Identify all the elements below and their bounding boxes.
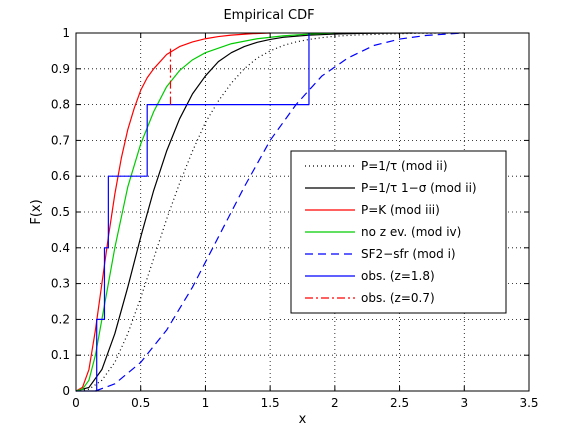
x-axis-label: x bbox=[299, 412, 307, 427]
legend-label-5: obs. (z=1.8) bbox=[361, 269, 435, 283]
series-line-1 bbox=[75, 32, 413, 392]
x-tick-label: 1 bbox=[202, 396, 210, 410]
legend-label-3: no z ev. (mod iv) bbox=[361, 225, 461, 239]
series-line-4 bbox=[95, 32, 465, 392]
ticks: 0 0.5 1 1.5 2 2.5 3 3.5 0 0.1 0.2 0.3 0.4 0.5 0.6 0.7 0.… bbox=[51, 26, 539, 410]
x-tick-label: 2 bbox=[331, 396, 339, 410]
x-tick-label: 3 bbox=[460, 396, 468, 410]
x-tick-label: 0 bbox=[72, 396, 80, 410]
series-line-3 bbox=[75, 32, 335, 392]
y-tick-label: 0.1 bbox=[51, 348, 70, 362]
legend-label-4: SF2−sfr (mod i) bbox=[361, 247, 456, 261]
y-tick-label: 0.9 bbox=[51, 62, 70, 76]
chart-title: Empirical CDF bbox=[223, 8, 314, 23]
y-tick-label: 0 bbox=[62, 384, 70, 398]
y-tick-label: 0.4 bbox=[51, 241, 70, 255]
x-tick-label: 2.5 bbox=[390, 396, 409, 410]
y-tick-label: 0.3 bbox=[51, 277, 70, 291]
y-tick-label: 0.7 bbox=[51, 133, 70, 147]
y-tick-label: 0.8 bbox=[51, 98, 70, 112]
x-tick-label: 1.5 bbox=[261, 396, 280, 410]
x-tick-label: 3.5 bbox=[519, 396, 538, 410]
y-tick-label: 0.2 bbox=[51, 312, 70, 326]
y-tick-label: 0.5 bbox=[51, 205, 70, 219]
series-line-5 bbox=[76, 33, 310, 392]
y-axis-label: F(x) bbox=[29, 199, 44, 224]
y-tick-label: 0.6 bbox=[51, 169, 70, 183]
legend-label-0: P=1/τ (mod ii) bbox=[361, 159, 448, 173]
legend-label-6: obs. (z=0.7) bbox=[361, 291, 435, 305]
series-line-0 bbox=[75, 32, 465, 392]
series-lines bbox=[75, 32, 465, 392]
legend: P=1/τ (mod ii) P=1/τ 1−σ (mod ii) P=K (mod… bbox=[290, 150, 507, 314]
x-tick-label: 0.5 bbox=[131, 396, 150, 410]
y-tick-label: 1 bbox=[62, 26, 70, 40]
series-line-2 bbox=[75, 32, 271, 392]
legend-label-2: P=K (mod iii) bbox=[361, 203, 440, 217]
legend-label-1: P=1/τ 1−σ (mod ii) bbox=[361, 181, 477, 195]
